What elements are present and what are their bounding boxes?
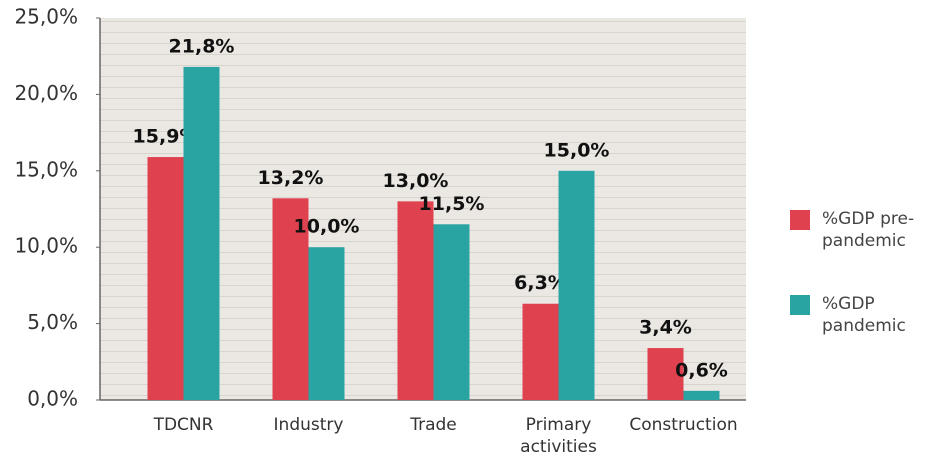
bar <box>558 170 595 400</box>
value-label: 13,0% <box>383 170 449 192</box>
bar <box>647 348 684 400</box>
legend-item: %GDP pre-pandemic <box>790 208 945 252</box>
legend-item: %GDP pandemic <box>790 293 945 337</box>
bar <box>522 303 559 400</box>
bar <box>683 390 720 400</box>
value-label: 21,8% <box>169 35 235 57</box>
y-tick-label: 25,0% <box>14 5 78 29</box>
value-label: 6,3% <box>514 272 567 294</box>
y-tick-label: 5,0% <box>27 310 78 334</box>
value-label: 3,4% <box>639 317 692 339</box>
x-tick-label: TDCNR <box>153 415 214 435</box>
bar <box>308 247 345 400</box>
bar <box>397 201 434 400</box>
legend-label: %GDP pre-pandemic <box>822 209 915 251</box>
value-label: 11,5% <box>419 193 485 215</box>
y-tick-label: 0,0% <box>27 387 78 411</box>
value-label: 0,6% <box>675 359 728 381</box>
bar <box>272 198 309 400</box>
x-tick-label: Primary activities <box>520 415 597 457</box>
x-tick-label: Trade <box>410 415 457 435</box>
y-tick-label: 15,0% <box>14 157 78 181</box>
legend-label: %GDP pandemic <box>822 294 906 336</box>
y-tick-label: 10,0% <box>14 234 78 258</box>
value-label: 15,9% <box>133 126 199 148</box>
bar <box>433 224 470 400</box>
value-label: 15,0% <box>544 139 610 161</box>
bar <box>183 66 220 401</box>
legend-swatch <box>790 295 810 315</box>
bar <box>147 157 184 400</box>
x-tick-label: Industry <box>273 415 344 435</box>
x-tick-label: Construction <box>629 415 738 435</box>
legend-swatch <box>790 210 810 230</box>
value-label: 10,0% <box>294 216 360 238</box>
value-label: 13,2% <box>258 167 324 189</box>
y-tick-label: 20,0% <box>14 81 78 105</box>
